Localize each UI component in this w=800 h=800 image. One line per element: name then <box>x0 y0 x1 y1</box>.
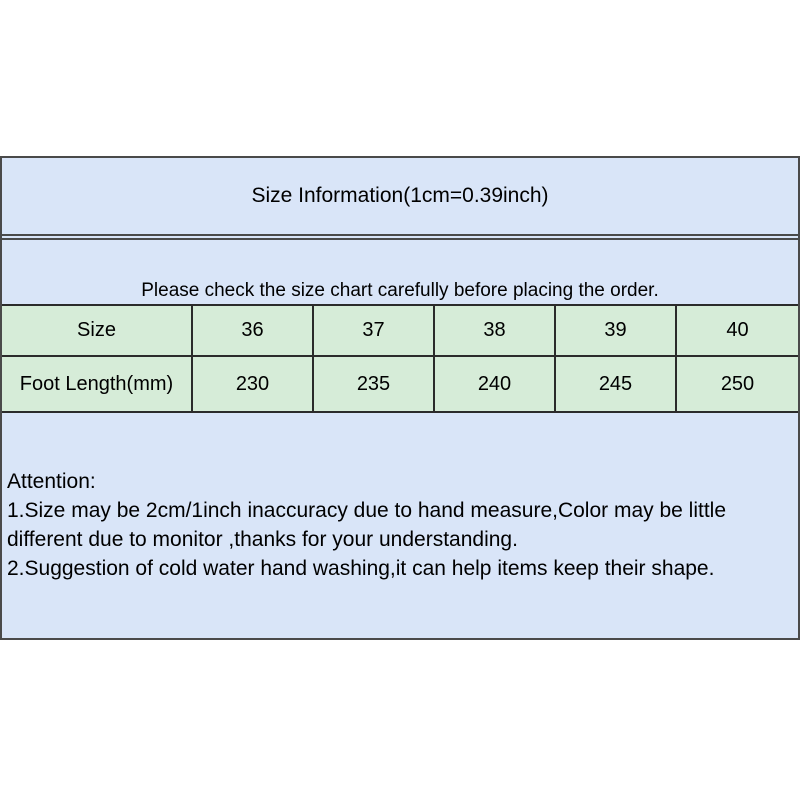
foot-length-value-cell: 235 <box>314 357 435 411</box>
foot-length-header-cell: Foot Length(mm) <box>2 357 193 411</box>
size-chart-panel: Size Information(1cm=0.39inch) Please ch… <box>0 156 800 640</box>
foot-length-value-cell: 250 <box>720 372 755 395</box>
foot-length-value-cell: 245 <box>556 357 677 411</box>
title-band: Size Information(1cm=0.39inch) <box>2 158 798 236</box>
size-header-cell: Size <box>2 306 193 357</box>
notice-band: Please check the size chart carefully be… <box>2 238 798 304</box>
size-value-cell: 40 <box>677 306 798 357</box>
size-value-cell: 39 <box>556 306 677 357</box>
foot-length-value-cell: 240 <box>435 357 556 411</box>
foot-length-value-cell: 230 <box>193 357 314 411</box>
size-table: Size 36 37 38 39 40 Foot Length(mm) 230 … <box>2 304 798 413</box>
attention-band: Attention: 1.Size may be 2cm/1inch inacc… <box>2 413 798 638</box>
attention-heading: Attention: <box>7 470 96 493</box>
size-info-title: Size Information(1cm=0.39inch) <box>251 184 549 207</box>
attention-line-2: 2.Suggestion of cold water hand washing,… <box>7 557 715 580</box>
size-value-cell: 36 <box>193 306 314 357</box>
attention-line-1: 1.Size may be 2cm/1inch inaccuracy due t… <box>7 499 727 551</box>
pre-order-notice: Please check the size chart carefully be… <box>141 280 659 301</box>
band-separator <box>2 236 798 238</box>
size-value-cell: 38 <box>435 306 556 357</box>
size-value-cell: 37 <box>314 306 435 357</box>
